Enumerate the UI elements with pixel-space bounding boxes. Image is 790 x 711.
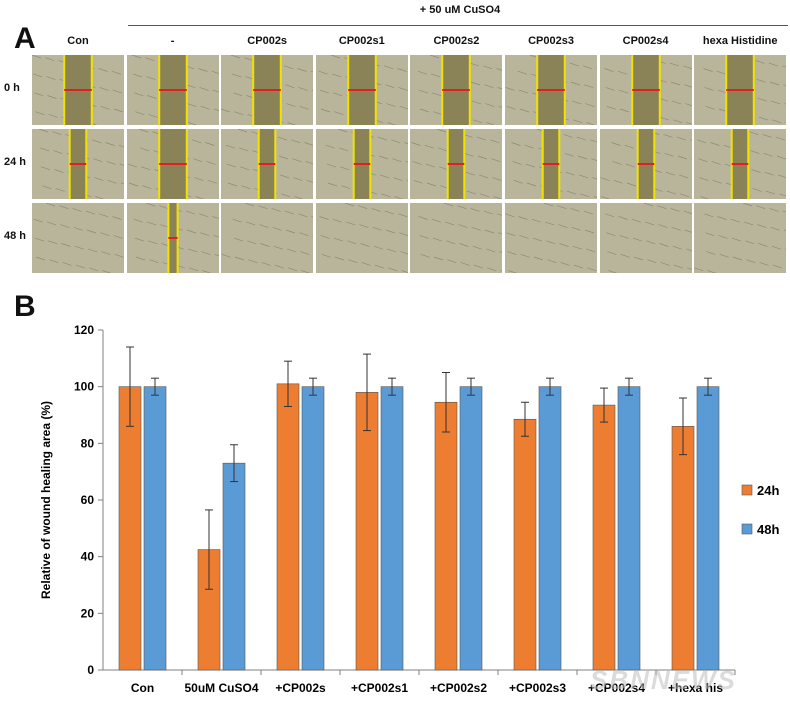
x-tick-label: Con: [131, 681, 154, 695]
bar-24h: [434, 401, 458, 671]
x-tick-label: +CP002s: [275, 681, 326, 695]
bar-24h: [513, 418, 537, 671]
y-tick-label: 100: [74, 380, 94, 394]
row-label: 48 h: [4, 230, 27, 242]
bar-48h: [538, 386, 562, 671]
x-tick-label: 50uM CuSO4: [184, 681, 258, 695]
x-tick-label: +CP002s4: [588, 681, 645, 695]
micrograph-cell: [315, 55, 408, 125]
micrograph-cell: [221, 129, 314, 199]
column-label: -: [170, 35, 175, 47]
panel-a-label: A: [14, 22, 36, 55]
micrograph-cell: [505, 55, 597, 125]
bar-24h: [592, 404, 616, 671]
micrograph-cell: [694, 129, 787, 199]
micrograph-cell: [694, 55, 787, 125]
treatment-divider: [128, 25, 788, 26]
column-label: CP002s3: [528, 35, 574, 47]
micrograph-cell: [599, 55, 692, 125]
micrograph-cell: [221, 203, 314, 273]
micrograph-cell: [315, 203, 408, 273]
micrograph-cell: [32, 55, 124, 125]
micrograph-cell: [126, 203, 219, 273]
legend-label: 48h: [757, 522, 779, 537]
micrograph-cell: [32, 203, 124, 273]
column-label: CP002s: [247, 35, 288, 47]
row-label: 0 h: [4, 82, 20, 94]
panel-b-label: B: [14, 290, 36, 323]
y-tick-label: 20: [81, 606, 95, 620]
micrograph-cell: [505, 203, 597, 273]
bar-48h: [696, 386, 720, 671]
bar-48h: [143, 386, 167, 671]
x-tick-label: +CP002s1: [351, 681, 408, 695]
row-label: 24 h: [4, 156, 27, 168]
bar-24h: [355, 392, 379, 671]
micrograph-cell: [694, 203, 787, 273]
column-label: CP002s4: [622, 35, 669, 47]
micrograph-cell: [221, 55, 314, 125]
column-label: CP002s1: [338, 35, 385, 47]
column-label: CP002s2: [433, 35, 480, 47]
bar-chart: 0 20 40 60 80 100 120 Relative of wound healing…: [39, 323, 779, 695]
micrograph-cell: [410, 203, 503, 273]
bar-48h: [301, 386, 325, 671]
watermark-text: SBNNEWS: [590, 665, 737, 695]
micrograph-cell: [599, 203, 692, 273]
y-tick-label: 120: [74, 323, 94, 337]
treatment-title: + 50 uM CuSO4: [419, 4, 501, 16]
micrograph-cell: [126, 129, 219, 199]
bar-48h: [617, 386, 641, 671]
bar-48h: [222, 462, 246, 671]
micrograph-cell: [505, 129, 597, 199]
bar-48h: [380, 386, 404, 671]
y-tick-label: 60: [81, 493, 95, 507]
column-label: Con: [67, 35, 89, 47]
micrograph-cell: [410, 55, 503, 125]
legend-label: 24h: [757, 483, 779, 498]
micrograph-cell: [599, 129, 692, 199]
bar-24h: [671, 426, 695, 671]
y-tick-label: 0: [87, 663, 94, 677]
micrograph-cell: [126, 55, 219, 125]
micrograph-cell: [32, 129, 124, 199]
x-tick-label: +CP002s3: [509, 681, 566, 695]
x-tick-label: +CP002s2: [430, 681, 487, 695]
y-axis-label: Relative of wound healing area (%): [39, 401, 53, 599]
bar-24h: [276, 383, 300, 671]
micrograph-cell: [315, 129, 408, 199]
legend-swatch: [741, 484, 753, 496]
y-tick-label: 80: [81, 436, 95, 450]
x-tick-label: +hexa his: [668, 681, 723, 695]
column-label: hexa Histidine: [702, 35, 778, 47]
bar-48h: [459, 386, 483, 671]
bar-24h: [118, 386, 142, 671]
legend-swatch: [741, 523, 753, 535]
y-tick-label: 40: [81, 550, 95, 564]
micrograph-cell: [410, 129, 503, 199]
